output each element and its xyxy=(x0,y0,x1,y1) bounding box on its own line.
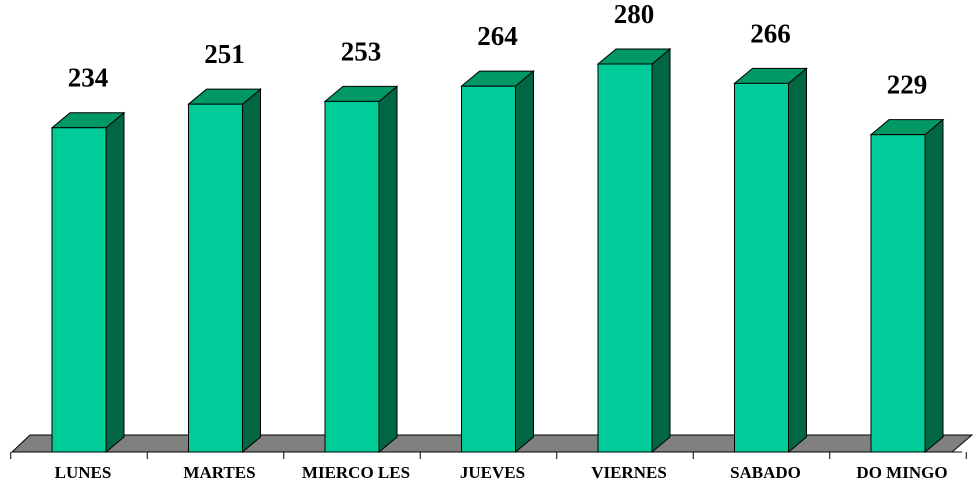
value-label-jueves: 264 xyxy=(477,21,518,51)
bar-martes xyxy=(188,103,243,453)
bar-side-miercoles xyxy=(378,85,398,454)
bar-viernes xyxy=(597,63,653,453)
bar-side-sabado xyxy=(788,67,807,454)
value-label-viernes: 280 xyxy=(614,0,655,29)
bar-miercoles xyxy=(324,100,380,453)
bar-side-viernes xyxy=(651,47,671,454)
category-label-viernes: VIERNES xyxy=(591,463,667,482)
value-label-martes: 251 xyxy=(204,39,245,69)
bar-side-martes xyxy=(242,88,261,454)
bars-group xyxy=(50,47,945,454)
bar-jueves xyxy=(461,85,516,453)
bar-side-jueves xyxy=(515,70,534,454)
value-labels-group: 234 251 253 264 280 266 229 xyxy=(68,0,928,100)
bar-lunes xyxy=(51,127,107,453)
category-axis: LUNES MARTES MIERCO LES JUEVES VIERNES SABADO… xyxy=(10,451,967,482)
category-label-domingo: DO MINGO xyxy=(856,463,947,482)
category-label-lunes: LUNES xyxy=(55,463,112,482)
category-label-sabado: SABADO xyxy=(730,463,801,482)
category-label-martes: MARTES xyxy=(183,463,255,482)
value-label-lunes: 234 xyxy=(68,63,109,93)
value-label-miercoles: 253 xyxy=(341,36,382,66)
bar-side-lunes xyxy=(105,111,125,454)
bar-domingo xyxy=(870,134,926,453)
bar-side-domingo xyxy=(924,118,944,454)
category-label-miercoles: MIERCO LES xyxy=(302,463,410,482)
value-label-sabado: 266 xyxy=(750,18,791,48)
category-label-jueves: JUEVES xyxy=(460,463,525,482)
bar-sabado xyxy=(734,82,789,453)
value-label-domingo: 229 xyxy=(887,70,928,100)
